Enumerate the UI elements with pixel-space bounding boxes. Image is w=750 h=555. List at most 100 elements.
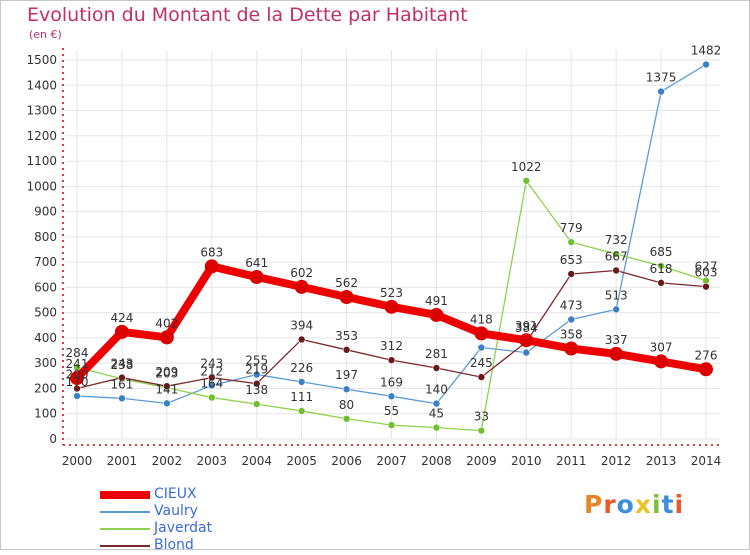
data-point-javerdat	[387, 421, 396, 429]
data-label-blond: 353	[335, 329, 358, 343]
data-label-javerdat: 55	[384, 404, 399, 418]
data-point-javerdat	[207, 393, 216, 402]
data-point-cieux	[474, 326, 489, 341]
data-label-cieux: 683	[200, 245, 223, 259]
data-point-cieux	[114, 324, 129, 339]
data-label-blond: 394	[290, 318, 313, 332]
legend-swatch	[100, 545, 150, 547]
x-tick-label: 2005	[286, 454, 317, 468]
data-label-javerdat: 111	[290, 390, 313, 404]
data-label-javerdat: 33	[474, 410, 489, 424]
y-tick-label: 1100	[26, 154, 57, 168]
data-point-vaulry	[387, 392, 396, 401]
data-point-vaulry	[612, 305, 620, 314]
x-tick-label: 2003	[197, 454, 228, 468]
data-label-blond: 653	[560, 253, 583, 267]
data-point-vaulry	[207, 381, 216, 390]
data-label-cieux: 562	[335, 276, 358, 290]
data-label-cieux: 241	[66, 357, 89, 371]
x-tick-label: 2012	[601, 454, 632, 468]
data-point-blond	[567, 270, 576, 278]
data-label-javerdat: 203	[155, 367, 178, 381]
legend-swatch	[100, 511, 150, 513]
y-tick-label: 1400	[26, 78, 57, 92]
data-point-blond	[252, 379, 261, 388]
data-label-javerdat: 164	[200, 377, 223, 391]
data-point-vaulry	[297, 378, 306, 386]
y-tick-label: 1000	[26, 179, 57, 193]
y-tick-label: 400	[34, 331, 57, 345]
data-label-cieux: 391	[515, 319, 538, 333]
data-label-blond: 281	[425, 347, 448, 361]
data-point-javerdat	[342, 414, 351, 423]
brand-letter: x	[634, 490, 652, 519]
data-label-blond: 200	[66, 367, 89, 381]
data-label-javerdat: 138	[245, 383, 268, 397]
data-point-vaulry	[73, 392, 81, 400]
data-point-blond	[163, 382, 171, 390]
data-label-vaulry: 255	[245, 354, 268, 368]
x-tick-label: 2013	[646, 454, 677, 468]
data-label-vaulry: 141	[155, 382, 178, 396]
data-point-vaulry	[657, 87, 665, 96]
data-label-blond: 243	[200, 357, 223, 371]
x-tick-label: 2010	[511, 454, 542, 468]
data-point-blond	[207, 373, 216, 382]
data-labels: 170 161 141 212 255 226 197 169 140 473 513 1375 148…	[66, 44, 722, 424]
data-point-javerdat	[477, 426, 486, 435]
data-point-vaulry	[477, 343, 486, 352]
x-tick-label: 2014	[691, 454, 722, 468]
y-tick-label: 1200	[26, 129, 57, 143]
data-label-javerdat: 627	[695, 260, 718, 274]
data-label-blond: 209	[155, 365, 178, 379]
data-point-cieux	[609, 346, 624, 361]
data-point-cieux	[699, 362, 713, 377]
series-lines	[70, 60, 713, 435]
data-label-cieux: 358	[560, 328, 583, 342]
data-label-vaulry: 1375	[646, 71, 677, 85]
data-point-vaulry	[522, 348, 531, 357]
data-label-blond: 312	[380, 339, 403, 353]
data-point-cieux	[159, 330, 174, 345]
data-label-blond: 245	[470, 356, 493, 370]
y-tick-label: 100	[34, 407, 57, 421]
data-label-cieux: 602	[290, 266, 313, 280]
data-point-vaulry	[432, 399, 441, 408]
data-point-vaulry	[567, 315, 576, 324]
data-point-cieux	[654, 354, 669, 369]
data-point-javerdat	[522, 176, 531, 185]
data-point-javerdat	[657, 262, 665, 270]
x-tick-label: 2004	[241, 454, 272, 468]
data-point-vaulry	[163, 399, 171, 408]
data-point-blond	[387, 356, 396, 364]
data-point-cieux	[564, 341, 579, 356]
data-point-blond	[297, 335, 306, 344]
data-point-blond	[702, 282, 710, 291]
x-tick-label: 2011	[556, 454, 587, 468]
data-label-blond: 618	[650, 262, 673, 276]
data-point-cieux	[249, 270, 264, 285]
data-label-vaulry: 169	[380, 375, 403, 389]
y-tick-label: 0	[49, 432, 57, 446]
data-point-javerdat	[567, 238, 576, 246]
brand-letter: o	[616, 490, 635, 519]
data-point-cieux	[339, 290, 354, 305]
data-label-cieux: 337	[605, 333, 628, 347]
brand-letter: r	[603, 490, 617, 519]
legend-label: Blond	[154, 537, 194, 553]
legend-swatch	[100, 528, 150, 530]
legend-label: Javerdat	[154, 520, 213, 536]
legend-label: CIEUX	[154, 486, 197, 502]
x-tick-label: 2007	[376, 454, 407, 468]
data-label-javerdat: 284	[66, 346, 89, 360]
data-label-cieux: 418	[470, 312, 493, 326]
data-label-blond: 384	[515, 321, 538, 335]
x-tick-label: 2001	[107, 454, 138, 468]
data-point-cieux	[384, 299, 399, 314]
x-tick-label: 2009	[466, 454, 497, 468]
data-label-cieux: 307	[650, 340, 673, 354]
data-label-blond: 219	[245, 363, 268, 377]
data-point-blond	[657, 279, 665, 287]
data-label-vaulry: 513	[605, 288, 628, 302]
